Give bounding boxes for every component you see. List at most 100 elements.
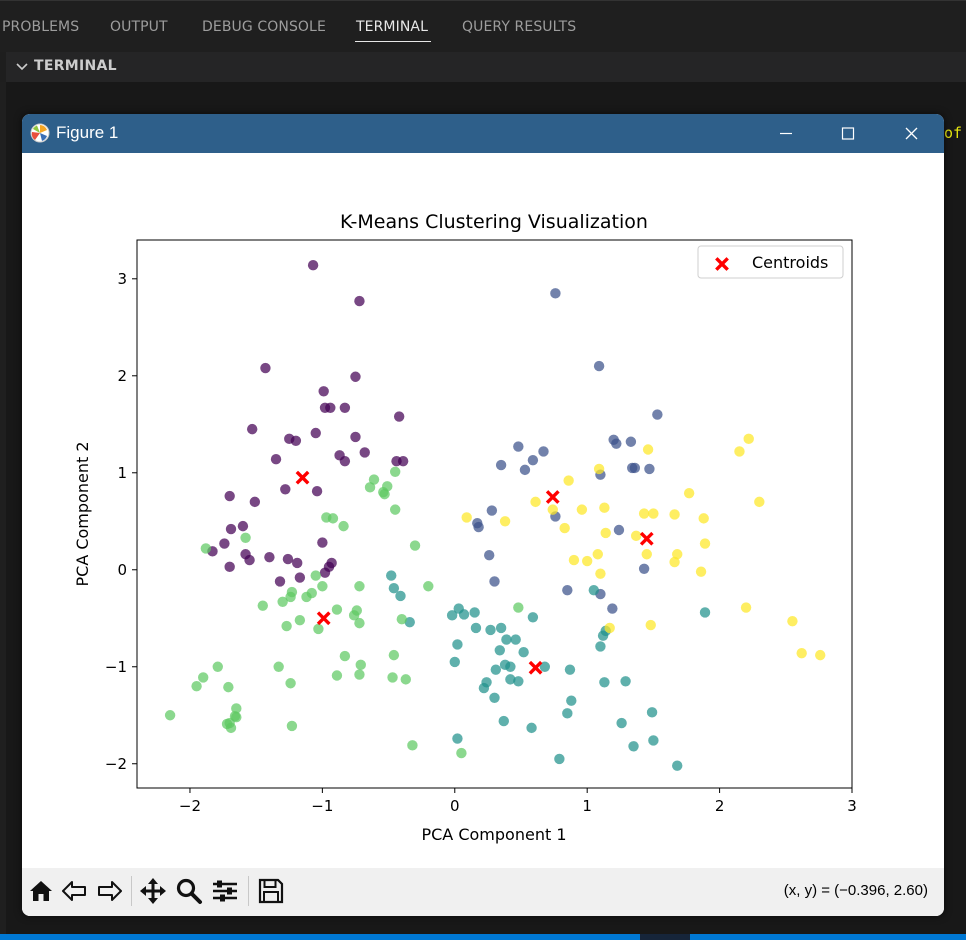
data-point (513, 676, 524, 687)
centroid-marker (715, 257, 729, 271)
data-point (310, 427, 321, 439)
x-tick-label: 0 (450, 797, 460, 815)
data-point (672, 760, 683, 771)
data-point (539, 661, 551, 672)
close-button[interactable] (884, 114, 940, 153)
pan-icon[interactable] (138, 876, 168, 906)
data-point (513, 602, 524, 613)
data-point (607, 603, 618, 614)
toolbar-separator (131, 876, 132, 906)
figure-canvas[interactable]: K-Means Clustering Visualization −2 −1 0 1 2… (22, 153, 944, 868)
data-point (249, 496, 261, 508)
tab-problems[interactable]: PROBLEMS (2, 19, 80, 35)
data-point (273, 661, 284, 672)
data-point (348, 610, 360, 621)
chevron-down-icon[interactable] (14, 59, 30, 75)
legend: Centroids (697, 245, 844, 279)
data-point (699, 607, 711, 618)
data-point (796, 647, 807, 659)
terminal-section-header[interactable]: TERMINAL (6, 52, 966, 82)
data-point (641, 549, 652, 560)
data-point (389, 504, 401, 515)
data-point (501, 634, 512, 645)
centroid-marker (316, 611, 331, 626)
forward-icon[interactable] (94, 876, 124, 906)
data-point (404, 616, 415, 628)
save-icon[interactable] (256, 876, 286, 906)
data-point (212, 661, 223, 672)
data-point (638, 508, 650, 519)
data-point (648, 508, 659, 519)
zoom-icon[interactable] (174, 876, 204, 906)
status-bar (0, 934, 966, 940)
data-point (699, 538, 711, 549)
home-icon[interactable] (26, 876, 56, 906)
data-point (469, 607, 480, 618)
data-point (387, 672, 398, 683)
y-tick-label: −2 (105, 755, 127, 773)
tab-debug-console[interactable]: DEBUG CONSOLE (202, 19, 326, 35)
data-point (642, 444, 654, 455)
data-point (646, 707, 658, 718)
x-tick-label: 1 (582, 797, 592, 815)
data-point (260, 362, 271, 374)
data-point (339, 650, 351, 662)
data-point (519, 464, 531, 476)
tab-terminal[interactable]: TERMINAL (356, 19, 428, 35)
data-point (629, 462, 641, 474)
data-point (489, 692, 500, 703)
centroid-marker (295, 470, 310, 485)
data-point (613, 524, 625, 536)
data-point (350, 431, 361, 443)
tab-query-results[interactable]: QUERY RESULTS (462, 19, 577, 35)
data-point (270, 454, 282, 465)
configure-subplots-icon[interactable] (210, 876, 240, 906)
data-point (547, 504, 558, 515)
data-point (740, 602, 752, 613)
scatter-points (164, 260, 826, 771)
data-point (485, 624, 496, 636)
data-point (599, 502, 610, 513)
data-point (294, 615, 306, 626)
x-tick-label: 2 (715, 797, 725, 815)
data-point (224, 561, 235, 573)
data-point (319, 567, 331, 578)
data-point (327, 513, 339, 524)
window-titlebar[interactable]: Figure 1 (22, 114, 944, 153)
data-point (490, 664, 502, 675)
data-point (669, 509, 680, 520)
data-point (264, 551, 275, 563)
data-point (554, 753, 565, 765)
tab-output[interactable]: OUTPUT (110, 19, 168, 35)
minimize-button[interactable] (758, 114, 814, 153)
centroid-markers (295, 470, 654, 675)
data-point (616, 717, 627, 729)
maximize-icon (841, 127, 855, 140)
data-point (484, 550, 495, 561)
data-point (611, 438, 622, 449)
data-point (368, 474, 380, 485)
centroid-marker (528, 660, 543, 675)
data-point (743, 433, 754, 445)
data-point (225, 523, 237, 535)
x-tick-label: 3 (847, 797, 857, 815)
data-point (339, 455, 351, 467)
chart-title: K-Means Clustering Visualization (340, 211, 648, 233)
data-point (423, 581, 434, 592)
data-point (223, 681, 234, 693)
data-point (292, 557, 303, 569)
data-point (526, 722, 537, 734)
y-axis-label: PCA Component 2 (73, 441, 92, 586)
data-point (409, 540, 421, 551)
x-tick-label: −1 (311, 797, 333, 815)
minimize-icon (780, 132, 792, 135)
data-point (510, 634, 521, 645)
data-point (456, 747, 467, 759)
data-point (495, 459, 507, 471)
data-point (815, 649, 826, 661)
maximize-button[interactable] (820, 114, 876, 153)
data-point (452, 733, 463, 744)
terminal-text-fragment: of (944, 124, 963, 142)
data-point (286, 720, 298, 732)
back-icon[interactable] (60, 876, 90, 906)
